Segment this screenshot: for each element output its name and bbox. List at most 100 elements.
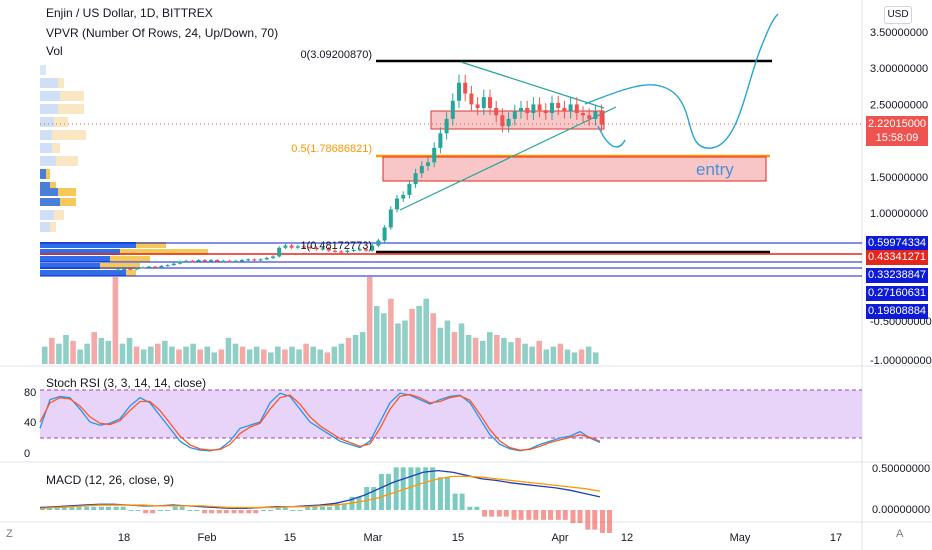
volume-bar — [268, 352, 274, 364]
volume-bar — [345, 337, 352, 364]
candle-body — [494, 108, 499, 116]
volume-bar — [49, 337, 55, 364]
stoch-line-d — [39, 393, 601, 451]
macd-histogram-bar — [305, 506, 311, 510]
macd-histogram-bar — [541, 510, 547, 520]
macd-histogram-bar — [585, 510, 591, 530]
volume-bar — [204, 346, 211, 364]
macd-legend[interactable]: MACD (12, 26, close, 9) — [46, 473, 175, 487]
triangle-lower-line — [399, 106, 617, 211]
macd-histogram-bar — [282, 506, 288, 510]
macd-histogram-bar — [128, 510, 134, 511]
macd-axis-05: 0.50000000 — [872, 463, 930, 475]
candle-body — [196, 260, 201, 262]
volume-bar — [218, 349, 225, 364]
entry-zone — [382, 156, 767, 182]
volume-bar — [317, 349, 324, 364]
candle-body — [178, 261, 182, 264]
macd-histogram-bar — [474, 506, 480, 510]
candle-body — [258, 259, 263, 261]
stoch-lines — [39, 392, 601, 452]
candle-body — [556, 102, 561, 109]
chart-title: Enjin / US Dollar, 1D, BITTREX — [46, 6, 213, 20]
macd-histogram-bar — [290, 510, 296, 511]
price-axis-label: 1.50000000 — [870, 172, 928, 184]
volume-bar — [550, 346, 557, 364]
macd-histogram-bar — [261, 510, 267, 511]
macd-histogram-bar — [378, 473, 384, 510]
macd-histogram-bar — [607, 510, 612, 533]
candle-body — [401, 194, 406, 199]
volume-bar — [444, 320, 451, 364]
volume-bar — [437, 327, 444, 364]
current-price-tag: 2.22015000 15:58:09 — [866, 116, 928, 146]
volume-bar — [366, 277, 373, 364]
macd-histogram-bar — [143, 510, 149, 514]
volume-bar — [571, 352, 578, 364]
volume-bar — [409, 308, 415, 364]
volume-bar — [225, 337, 232, 364]
volume-bar — [373, 306, 380, 364]
price-axis-label: 1.00000000 — [870, 208, 928, 220]
volume-bar — [515, 337, 521, 364]
volume-bar — [508, 342, 514, 364]
candle-body — [469, 93, 474, 105]
volume-bar — [289, 346, 295, 364]
vpvr-profile — [40, 65, 208, 276]
zoom-toggle-button[interactable]: Z — [6, 528, 13, 540]
macd-histogram-bar — [533, 510, 539, 520]
macd-histogram-bar — [194, 510, 200, 511]
candle-body — [475, 104, 480, 109]
currency-button[interactable]: USD — [884, 6, 912, 24]
volume-bars — [42, 277, 599, 364]
time-axis-label: 15 — [452, 532, 464, 544]
macd-histogram-bar — [275, 506, 281, 510]
candlesticks — [116, 74, 604, 271]
macd-histogram-bar — [600, 510, 605, 533]
projection-curve-dip — [597, 125, 626, 148]
candle-body — [488, 97, 492, 109]
candle-body — [215, 260, 220, 262]
candle-body — [432, 147, 437, 163]
auto-scale-button[interactable]: A — [896, 528, 904, 540]
consolidation-zone — [430, 110, 605, 130]
macd-histogram-bar — [408, 467, 414, 510]
candle-body — [568, 104, 573, 112]
stoch-rsi-legend[interactable]: Stoch RSI (3, 3, 14, 14, close) — [46, 376, 207, 390]
candle-body — [376, 240, 381, 246]
volume-legend[interactable]: Vol — [46, 44, 63, 58]
candle-body — [426, 162, 430, 166]
candle-body — [320, 248, 325, 250]
price-level-tag: 0.27160631 — [866, 286, 928, 301]
macd-histogram-bar — [297, 510, 303, 511]
volume-bar — [260, 349, 267, 364]
volume-bar — [253, 346, 260, 364]
candle-body — [134, 268, 139, 270]
macd-histogram-bar — [503, 510, 509, 517]
volume-bar — [63, 335, 69, 364]
volume-bar — [126, 337, 133, 364]
candle-body — [525, 108, 530, 114]
time-axis-label: May — [730, 532, 751, 544]
candle-body — [283, 245, 288, 248]
volume-bar — [557, 343, 564, 364]
volume-bar — [232, 343, 239, 364]
macd-histogram-bar — [179, 506, 185, 510]
macd-histogram-bar — [246, 510, 252, 514]
macd-axis-0: 0.00000000 — [872, 504, 930, 516]
macd-histogram-bar — [231, 510, 237, 514]
volume-bar — [402, 320, 408, 364]
volume-bar — [77, 349, 83, 364]
time-axis-label: 18 — [118, 532, 130, 544]
vpvr-legend[interactable]: VPVR (Number Of Rows, 24, Up/Down, 70) — [46, 26, 279, 40]
triangle-upper-line — [460, 61, 605, 109]
macd-histogram-bar — [150, 510, 156, 514]
volume-bar — [211, 352, 218, 364]
macd-histogram-bar — [577, 510, 583, 524]
candle-body — [457, 82, 461, 101]
volume-bar — [388, 298, 394, 364]
candle-body — [147, 266, 151, 268]
candle-body — [209, 260, 213, 262]
